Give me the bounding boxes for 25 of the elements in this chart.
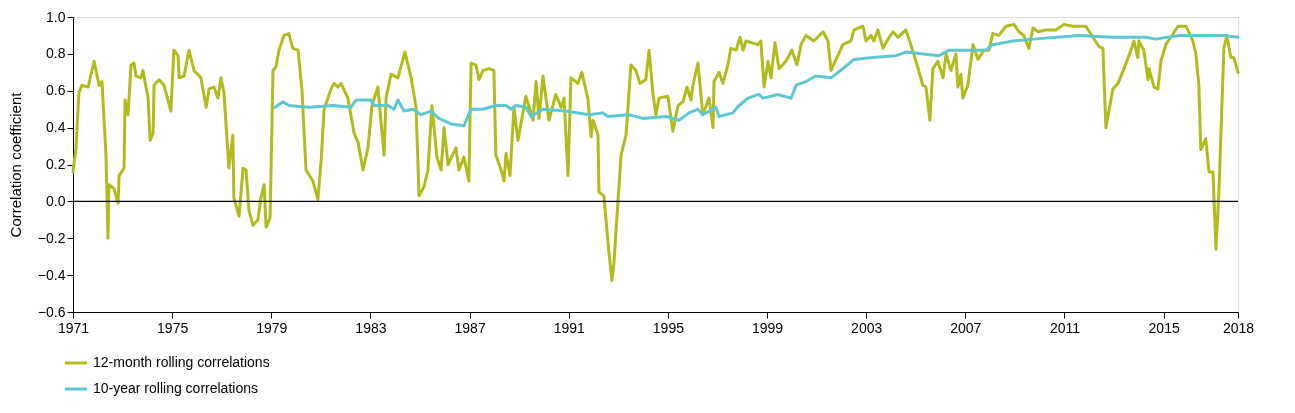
x-tick-label: 1971 bbox=[57, 319, 90, 336]
y-tick-label: 0.6 bbox=[46, 82, 66, 99]
y-tick-label: 0.8 bbox=[46, 45, 66, 62]
x-tick-label: 2011 bbox=[1049, 319, 1081, 336]
x-tick-label: 1999 bbox=[751, 319, 784, 336]
y-axis-title: Correlation coefficient bbox=[6, 91, 24, 238]
x-tick-label: 2003 bbox=[851, 319, 883, 336]
x-tick-label: 1979 bbox=[256, 319, 288, 336]
y-tick-label: −0.4 bbox=[37, 266, 66, 283]
x-tick-label: 1983 bbox=[355, 319, 387, 336]
legend-label: 12-month rolling correlations bbox=[93, 354, 270, 370]
y-tick-label: 1.0 bbox=[46, 8, 66, 25]
x-tick-label: 1987 bbox=[454, 319, 486, 336]
legend-label: 10-year rolling correlations bbox=[93, 380, 258, 396]
x-tick-label: 1995 bbox=[652, 319, 685, 336]
x-tick-label: 1991 bbox=[553, 319, 586, 336]
x-tick-label: 2007 bbox=[950, 319, 982, 336]
y-tick-label: 0.2 bbox=[46, 156, 66, 172]
x-tick-label: 2018 bbox=[1222, 319, 1255, 336]
y-tick-label: −0.6 bbox=[37, 303, 66, 320]
y-tick-label: 0.4 bbox=[46, 119, 66, 136]
y-tick-label: −0.2 bbox=[37, 229, 66, 246]
y-tick-label: 0.0 bbox=[46, 192, 66, 209]
x-tick-label: 1975 bbox=[157, 319, 189, 336]
x-tick-label: 2015 bbox=[1148, 319, 1180, 336]
